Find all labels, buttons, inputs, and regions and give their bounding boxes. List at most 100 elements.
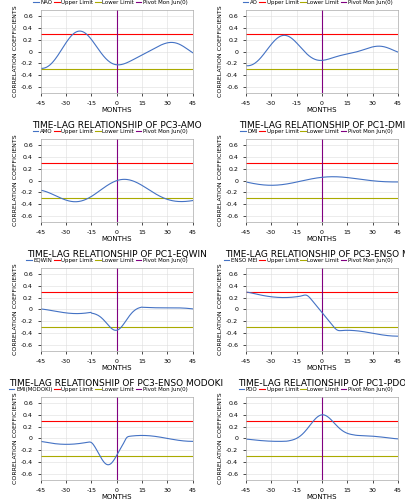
PDO bbox=[334, 424, 339, 430]
AMO bbox=[129, 178, 134, 184]
Legend: EMI(MODOKI), Upper Limit, Lower Limit, Pivot Mon Jun(0): EMI(MODOKI), Upper Limit, Lower Limit, P… bbox=[6, 384, 190, 394]
AO bbox=[243, 62, 248, 68]
EMI(MODOKI) bbox=[177, 438, 181, 444]
DMI bbox=[394, 179, 399, 185]
NAO bbox=[190, 50, 194, 56]
NAO bbox=[38, 66, 43, 71]
AO bbox=[281, 32, 286, 38]
EQWIN bbox=[129, 310, 134, 316]
EMI(MODOKI) bbox=[38, 438, 43, 444]
EQWIN bbox=[38, 306, 43, 312]
AO bbox=[394, 49, 399, 55]
Y-axis label: CORRELATION COEFFICIENTS: CORRELATION COEFFICIENTS bbox=[218, 6, 223, 98]
NAO bbox=[38, 66, 43, 71]
AMO bbox=[72, 198, 77, 204]
X-axis label: MONTHS: MONTHS bbox=[306, 365, 336, 371]
DMI bbox=[268, 182, 273, 188]
PDO bbox=[372, 434, 377, 440]
Legend: EQWIN, Upper Limit, Lower Limit, Pivot Mon Jun(0): EQWIN, Upper Limit, Lower Limit, Pivot M… bbox=[24, 256, 190, 265]
EQWIN bbox=[131, 308, 136, 314]
Line: NAO: NAO bbox=[40, 31, 192, 68]
DMI bbox=[334, 174, 339, 180]
AMO bbox=[129, 178, 134, 184]
EMI(MODOKI) bbox=[131, 433, 136, 439]
NAO bbox=[129, 58, 134, 64]
DMI bbox=[243, 179, 248, 185]
Title: TIME-LAG RELATIONSHIP OF PC1-EQWIN: TIME-LAG RELATIONSHIP OF PC1-EQWIN bbox=[27, 250, 206, 259]
PDO bbox=[381, 434, 386, 440]
AMO bbox=[190, 198, 194, 203]
AO bbox=[244, 63, 249, 69]
Line: AMO: AMO bbox=[40, 180, 192, 202]
EMI(MODOKI) bbox=[167, 436, 172, 442]
Y-axis label: CORRELATION COEFFICIENTS: CORRELATION COEFFICIENTS bbox=[13, 6, 18, 98]
X-axis label: MONTHS: MONTHS bbox=[101, 365, 132, 371]
AO bbox=[334, 54, 339, 60]
Title: TIME-LAG RELATIONSHIP OF PC1-DMI: TIME-LAG RELATIONSHIP OF PC1-DMI bbox=[238, 121, 404, 130]
Legend: AMO, Upper Limit, Lower Limit, Pivot Mon Jun(0): AMO, Upper Limit, Lower Limit, Pivot Mon… bbox=[30, 126, 190, 136]
DMI bbox=[330, 174, 335, 180]
PDO bbox=[243, 436, 248, 442]
AMO bbox=[167, 197, 172, 203]
Title: TIME-LAG RELATIONSHIP OF PC3-ENSO MEI: TIME-LAG RELATIONSHIP OF PC3-ENSO MEI bbox=[225, 250, 405, 259]
ENSO MEI bbox=[371, 330, 375, 336]
Legend: DMI, Upper Limit, Lower Limit, Pivot Mon Jun(0): DMI, Upper Limit, Lower Limit, Pivot Mon… bbox=[237, 126, 394, 136]
X-axis label: MONTHS: MONTHS bbox=[306, 107, 336, 113]
EQWIN bbox=[167, 305, 172, 311]
X-axis label: MONTHS: MONTHS bbox=[101, 107, 132, 113]
Line: EMI(MODOKI): EMI(MODOKI) bbox=[40, 436, 192, 465]
Line: ENSO MEI: ENSO MEI bbox=[245, 292, 397, 336]
AMO bbox=[132, 178, 137, 184]
AO bbox=[334, 54, 339, 60]
PDO bbox=[243, 436, 248, 442]
EQWIN bbox=[38, 306, 43, 312]
ENSO MEI bbox=[380, 332, 385, 338]
Title: TIME-LAG RELATIONSHIP OF PC3-AMO: TIME-LAG RELATIONSHIP OF PC3-AMO bbox=[32, 121, 201, 130]
PDO bbox=[394, 436, 399, 442]
ENSO MEI bbox=[243, 289, 248, 295]
EQWIN bbox=[113, 328, 118, 334]
NAO bbox=[177, 42, 181, 48]
AMO bbox=[122, 176, 127, 182]
EMI(MODOKI) bbox=[129, 433, 134, 439]
AMO bbox=[38, 187, 43, 193]
Y-axis label: CORRELATION COEFFICIENTS: CORRELATION COEFFICIENTS bbox=[13, 392, 18, 484]
NAO bbox=[77, 28, 82, 34]
DMI bbox=[334, 174, 339, 180]
PDO bbox=[320, 412, 324, 418]
DMI bbox=[381, 178, 386, 184]
EQWIN bbox=[190, 306, 194, 312]
ENSO MEI bbox=[336, 328, 341, 334]
Y-axis label: CORRELATION COEFFICIENTS: CORRELATION COEFFICIENTS bbox=[13, 134, 18, 226]
X-axis label: MONTHS: MONTHS bbox=[101, 236, 132, 242]
Y-axis label: CORRELATION COEFFICIENTS: CORRELATION COEFFICIENTS bbox=[218, 264, 223, 356]
Legend: ENSO MEI, Upper Limit, Lower Limit, Pivot Mon Jun(0): ENSO MEI, Upper Limit, Lower Limit, Pivo… bbox=[221, 256, 394, 265]
EQWIN bbox=[139, 304, 144, 310]
X-axis label: MONTHS: MONTHS bbox=[101, 494, 132, 500]
EQWIN bbox=[177, 305, 181, 311]
ENSO MEI bbox=[333, 326, 337, 332]
NAO bbox=[132, 56, 137, 62]
AMO bbox=[177, 198, 181, 204]
PDO bbox=[276, 438, 281, 444]
ENSO MEI bbox=[394, 333, 399, 339]
Title: TIME-LAG RELATIONSHIP OF PC1-NAO: TIME-LAG RELATIONSHIP OF PC1-NAO bbox=[32, 0, 200, 1]
Legend: NAO, Upper Limit, Lower Limit, Pivot Mon Jun(0): NAO, Upper Limit, Lower Limit, Pivot Mon… bbox=[31, 0, 190, 7]
Legend: AO, Upper Limit, Lower Limit, Pivot Mon Jun(0): AO, Upper Limit, Lower Limit, Pivot Mon … bbox=[240, 0, 394, 7]
EMI(MODOKI) bbox=[128, 433, 133, 439]
X-axis label: MONTHS: MONTHS bbox=[306, 236, 336, 242]
Title: TIME-LAG RELATIONSHIP OF PC1-AO: TIME-LAG RELATIONSHIP OF PC1-AO bbox=[241, 0, 402, 1]
NAO bbox=[167, 40, 172, 46]
EMI(MODOKI) bbox=[106, 462, 111, 468]
AO bbox=[337, 52, 341, 59]
Y-axis label: CORRELATION COEFFICIENTS: CORRELATION COEFFICIENTS bbox=[218, 392, 223, 484]
ENSO MEI bbox=[243, 289, 248, 295]
Line: AO: AO bbox=[245, 36, 397, 66]
DMI bbox=[372, 178, 377, 184]
EMI(MODOKI) bbox=[190, 438, 194, 444]
EMI(MODOKI) bbox=[139, 432, 144, 438]
AO bbox=[381, 44, 386, 50]
DMI bbox=[337, 174, 341, 180]
AO bbox=[243, 62, 248, 68]
NAO bbox=[129, 57, 134, 63]
